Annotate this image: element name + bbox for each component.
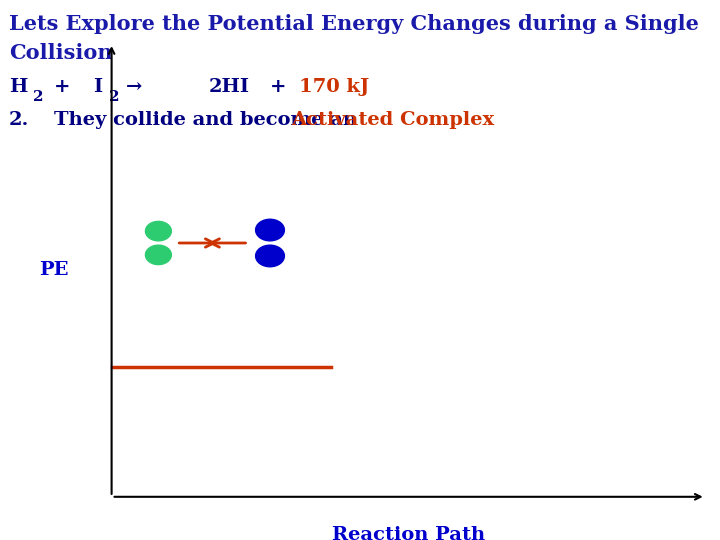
Text: Lets Explore the Potential Energy Changes during a Single: Lets Explore the Potential Energy Change… (9, 14, 698, 33)
Circle shape (256, 219, 284, 241)
Circle shape (256, 245, 284, 267)
Text: 2HI: 2HI (209, 78, 250, 96)
Text: Activated Complex: Activated Complex (292, 111, 495, 129)
Text: →: → (126, 78, 143, 96)
Text: +: + (270, 78, 287, 96)
Text: PE: PE (40, 261, 68, 279)
Text: 2: 2 (109, 90, 120, 104)
Text: Collision: Collision (9, 43, 112, 63)
Text: Reaction Path: Reaction Path (332, 525, 485, 540)
Text: 2.: 2. (9, 111, 29, 129)
Text: They collide and become an: They collide and become an (54, 111, 364, 129)
Text: +: + (54, 78, 71, 96)
Text: 2: 2 (33, 90, 44, 104)
Text: 170 kJ: 170 kJ (299, 78, 369, 96)
Text: H: H (9, 78, 27, 96)
Text: I: I (94, 78, 103, 96)
Circle shape (145, 221, 171, 241)
Circle shape (145, 245, 171, 265)
